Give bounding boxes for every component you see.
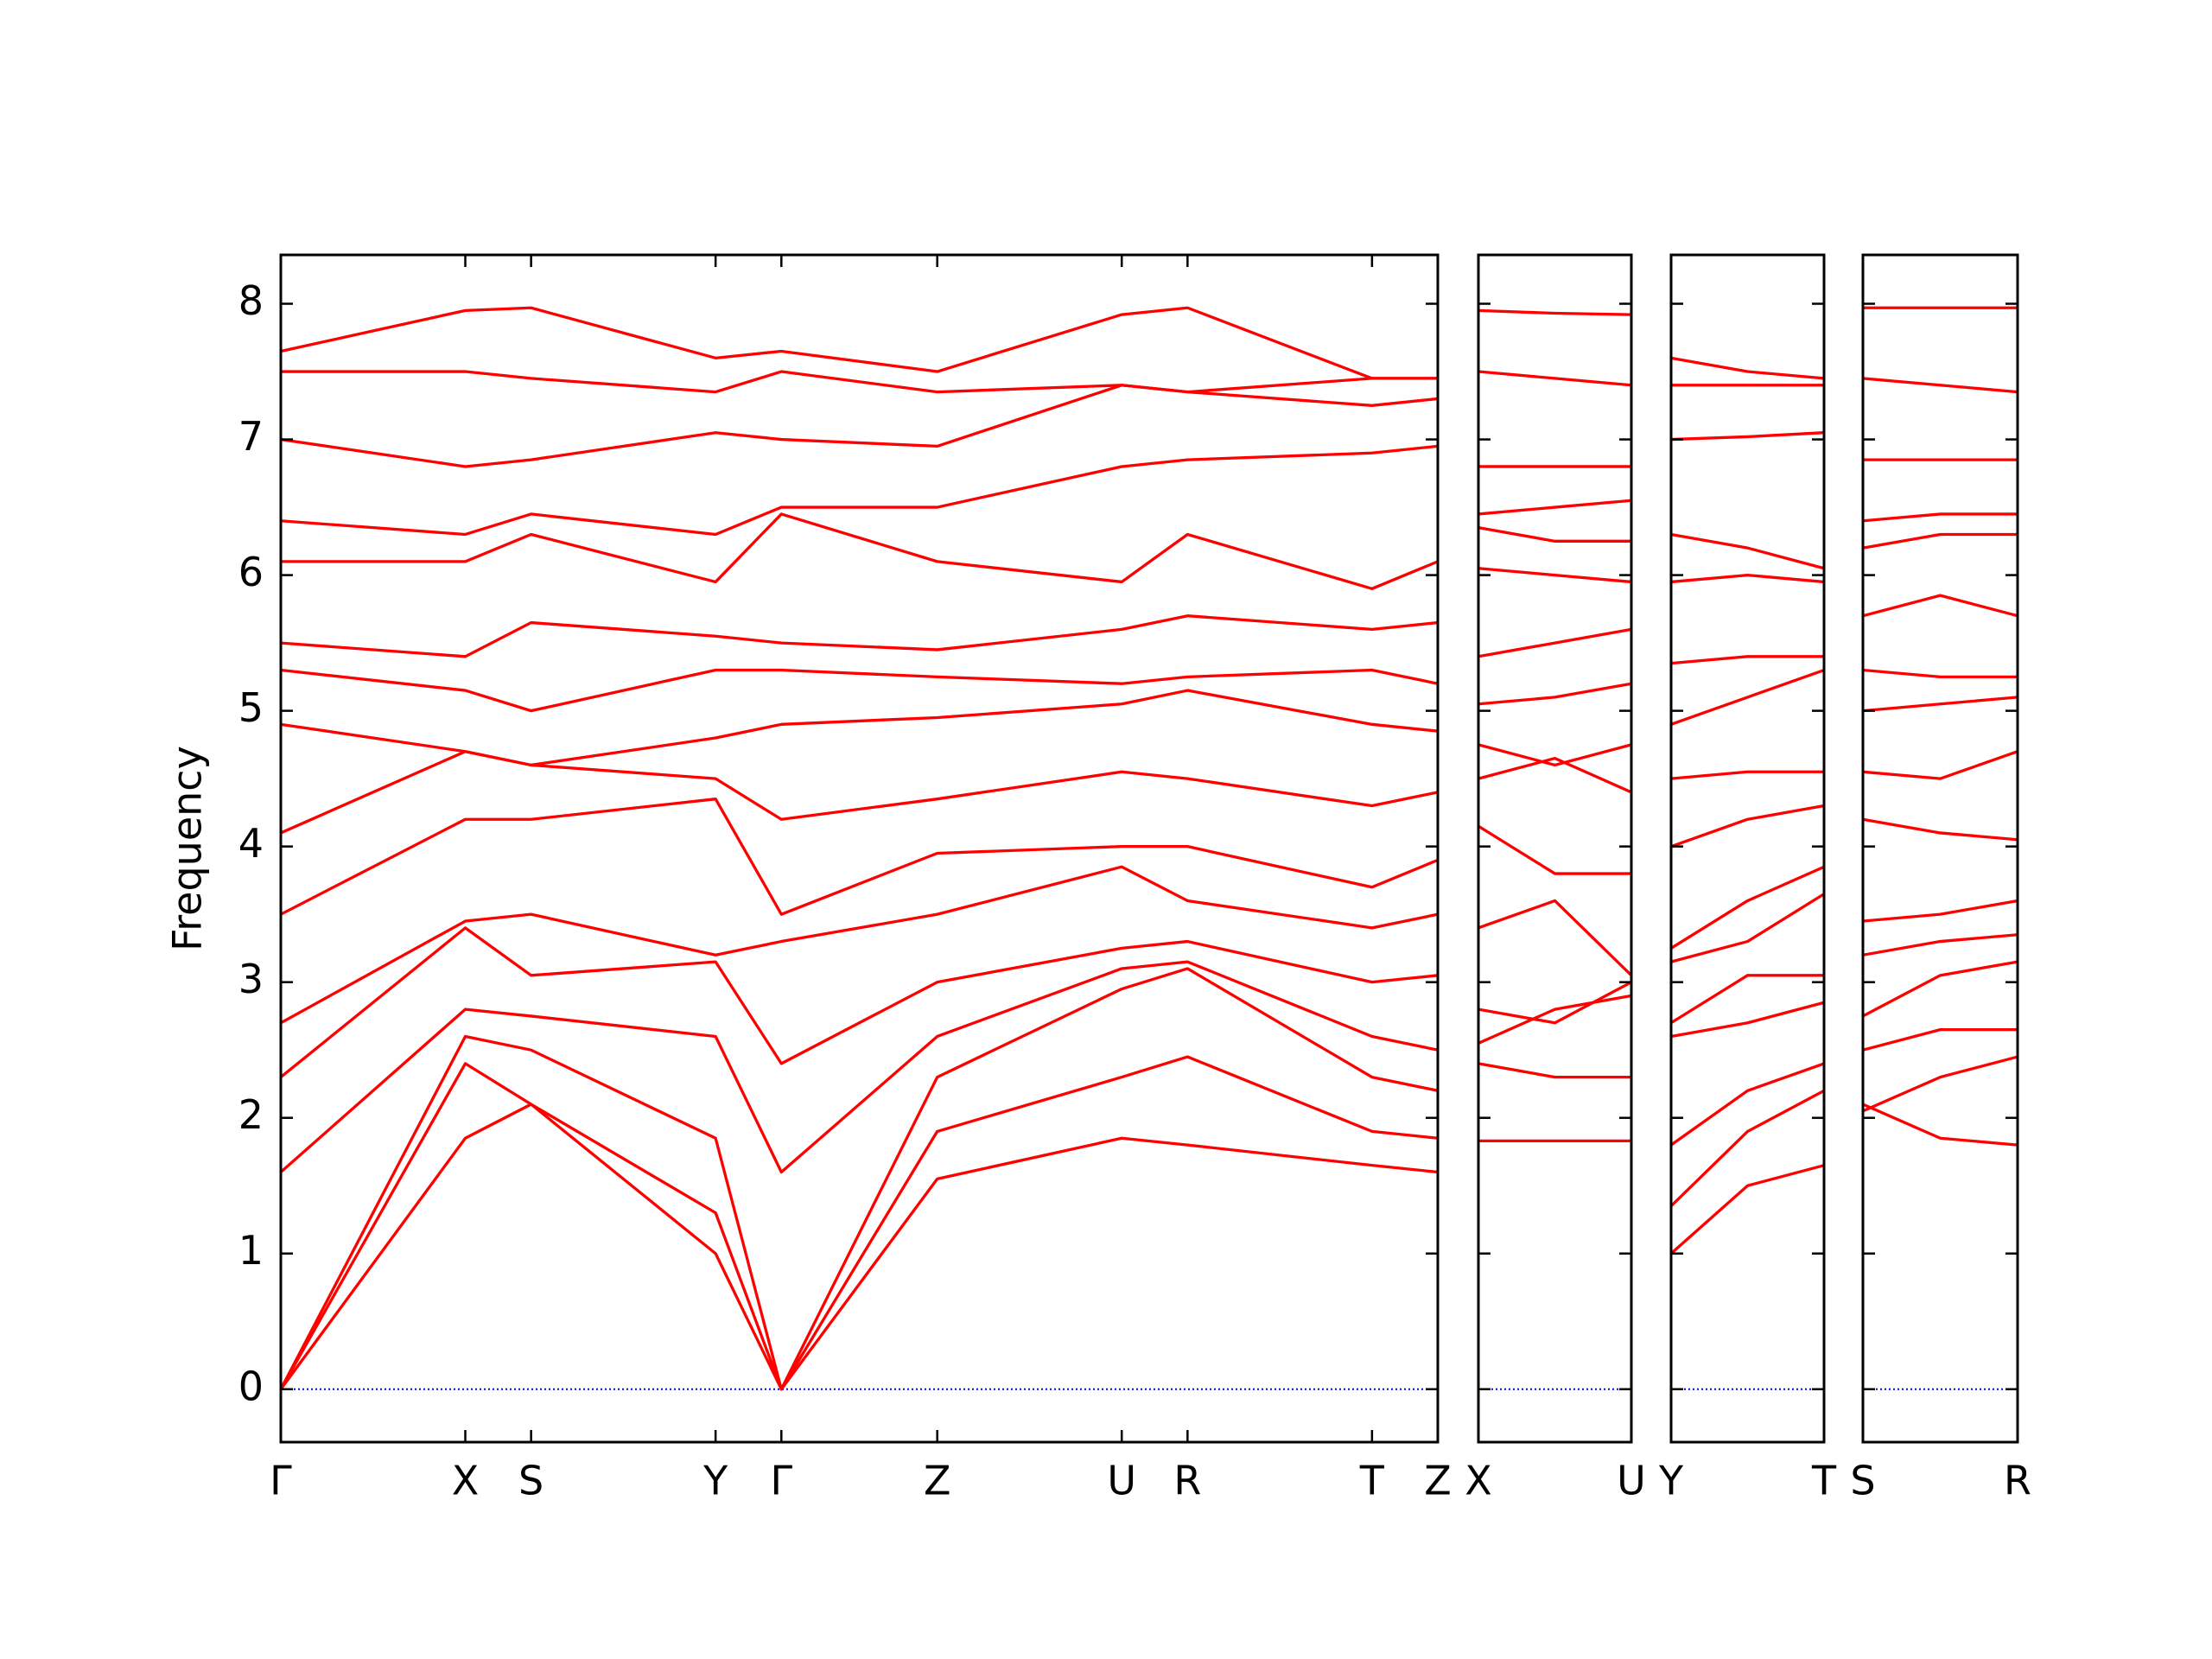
band-line [1478, 1062, 1631, 1079]
x-tick-label: Γ [770, 1458, 792, 1504]
band-line [280, 865, 1439, 1025]
band-line [1478, 756, 1632, 794]
x-tick-label: R [1173, 1458, 1201, 1504]
band-line [1669, 1164, 1825, 1255]
band-line [1862, 960, 2018, 1018]
x-tick-label: Z [1424, 1458, 1452, 1504]
x-tick-label: T [1811, 1458, 1837, 1504]
band-line [1478, 370, 1632, 387]
band-line [1670, 974, 1824, 1025]
band-line [1670, 356, 1825, 380]
band-line [1478, 994, 1632, 1045]
y-tick-label: 8 [238, 277, 264, 324]
band-line [1478, 682, 1632, 706]
band-line [1862, 933, 2018, 957]
band-line [1862, 696, 2018, 713]
band-line [279, 926, 1439, 1078]
band-line [1862, 594, 2018, 618]
band-line [1862, 817, 2018, 842]
band-line [280, 614, 1439, 658]
band-line [1862, 668, 2018, 679]
y-tick-label: 1 [238, 1227, 264, 1274]
y-axis-label: Frequency [164, 746, 211, 951]
band-line [1478, 308, 1632, 316]
band-line [1862, 377, 2018, 394]
panel-frame [279, 253, 1440, 1444]
band-line [1670, 532, 1825, 570]
x-tick-label: X [452, 1458, 480, 1504]
band-line [1670, 804, 1825, 849]
band-line [1478, 567, 1632, 584]
x-tick-label: U [1107, 1458, 1136, 1504]
band-line [279, 967, 1439, 1391]
band-line [1862, 1055, 2018, 1113]
band-line [1862, 532, 2018, 550]
x-tick-label: R [2004, 1458, 2031, 1504]
band-line [1670, 668, 1825, 726]
band-line [1862, 512, 2018, 523]
y-tick-label: 3 [238, 956, 264, 1002]
band-line [280, 689, 1439, 767]
band-line [280, 444, 1439, 537]
x-tick-label: Y [1658, 1458, 1684, 1504]
x-tick-label: S [1850, 1458, 1875, 1504]
band-line [281, 370, 1438, 394]
panel-frame [1669, 253, 1826, 1444]
band-line [279, 1103, 1439, 1391]
band-line [279, 960, 1439, 1174]
y-tick-label: 4 [238, 820, 264, 867]
y-tick-label: 0 [238, 1363, 264, 1409]
band-line [1478, 899, 1633, 977]
x-tick-label: T [1359, 1458, 1385, 1504]
band-line [1670, 573, 1825, 584]
band-line [281, 512, 1439, 590]
band-line [1478, 824, 1631, 875]
band-line [1670, 655, 1824, 665]
band-line [280, 384, 1439, 468]
band-line [1478, 526, 1631, 543]
band-line [1670, 1062, 1825, 1147]
y-tick-label: 5 [238, 684, 264, 731]
band-line [1669, 1089, 1825, 1207]
band-line [1670, 770, 1824, 780]
band-line [1478, 743, 1632, 767]
band-line [1862, 1103, 2018, 1147]
band-line [280, 306, 1438, 380]
x-tick-label: Z [924, 1458, 951, 1504]
band-line [280, 668, 1439, 713]
band-line [1670, 893, 1825, 963]
panel-frame [1861, 253, 2019, 1444]
band-line [1670, 865, 1825, 950]
x-tick-label: S [518, 1458, 543, 1504]
x-tick-label: Y [702, 1458, 728, 1504]
panel-frame [1477, 253, 1633, 1444]
band-line [1478, 499, 1632, 516]
y-tick-label: 7 [238, 413, 264, 460]
band-line [1670, 431, 1825, 442]
band-line [1862, 1027, 2018, 1052]
band-line [1862, 750, 2018, 780]
x-tick-label: X [1465, 1458, 1492, 1504]
band-line [279, 1055, 1439, 1391]
x-tick-label: U [1617, 1458, 1646, 1504]
band-line [1478, 627, 1632, 658]
band-line [1670, 1001, 1825, 1039]
band-line [280, 750, 1439, 835]
y-tick-label: 6 [238, 549, 264, 595]
x-tick-label: Γ [270, 1458, 292, 1504]
band-line [280, 798, 1439, 916]
y-tick-label: 2 [238, 1091, 264, 1138]
band-line [1862, 899, 2018, 923]
band-line [1478, 981, 1632, 1025]
